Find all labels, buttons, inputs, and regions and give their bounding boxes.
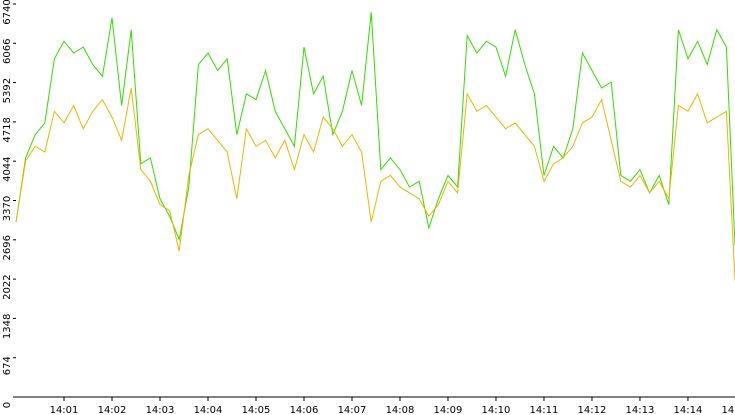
x-tick-label: 14:01 (50, 405, 79, 415)
x-tick-label: 14:05 (242, 405, 271, 415)
x-tick-label: 14:11 (530, 405, 559, 415)
y-tick-label: 4718 (2, 117, 13, 142)
x-tick-label: 14:15 (722, 405, 735, 415)
x-tick-label: 14:02 (98, 405, 127, 415)
x-tick-label: 14:04 (194, 405, 223, 415)
y-tick-label: 2022 (2, 274, 13, 299)
y-tick-label: 5392 (2, 78, 13, 103)
y-tick-label: 1348 (2, 314, 13, 339)
y-tick-label: 3370 (2, 196, 13, 221)
x-tick-label: 14:03 (146, 405, 175, 415)
x-tick-label: 14:07 (338, 405, 367, 415)
y-tick-label: 4044 (2, 156, 13, 181)
y-tick-label: 6740 (2, 0, 13, 25)
x-tick-label: 14:13 (626, 405, 655, 415)
x-tick-label: 14:12 (578, 405, 607, 415)
x-tick-label: 14:09 (434, 405, 463, 415)
y-tick-label: 2696 (2, 235, 13, 260)
x-tick-label: 14:14 (674, 405, 703, 415)
series-line (15, 87, 735, 281)
y-tick-label: 0 (2, 402, 13, 408)
series-line (15, 12, 735, 246)
y-tick-label: 674 (2, 356, 13, 375)
x-tick-label: 14:10 (482, 405, 511, 415)
x-tick-label: 14:08 (386, 405, 415, 415)
x-tick-label: 14:06 (290, 405, 319, 415)
y-tick-label: 6066 (2, 39, 13, 64)
